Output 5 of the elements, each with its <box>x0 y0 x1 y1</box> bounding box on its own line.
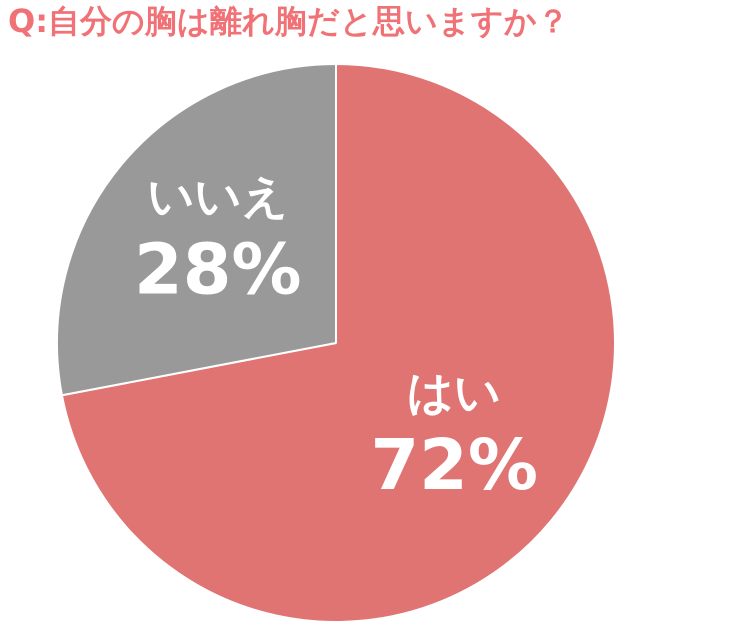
slice-label: はい <box>407 364 502 419</box>
chart-title: Q:自分の胸は離れ胸だと思いますか？ <box>7 1 570 42</box>
data-label: 28% <box>134 228 302 310</box>
slice-label: いいえ <box>147 169 288 224</box>
data-label: 72% <box>370 424 538 506</box>
